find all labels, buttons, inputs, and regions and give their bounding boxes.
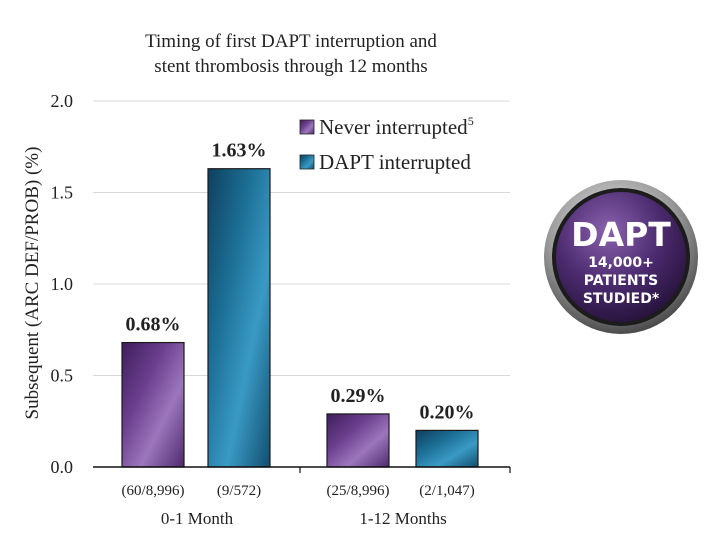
badge-disc <box>556 192 686 322</box>
group-label: 0-1 Month <box>161 509 234 528</box>
group-labels: 0-1 Month 1-12 Months <box>161 509 447 528</box>
bar <box>121 341 185 468</box>
bar <box>207 168 271 468</box>
bar-count-label: (25/8,996) <box>327 483 390 499</box>
chart-title-line-2: stent thrombosis through 12 months <box>154 56 427 77</box>
bar-value-label: 1.63% <box>212 140 267 162</box>
value-labels: 0.68% 1.63% 0.29% 0.20% <box>126 140 475 424</box>
legend: Never interrupted5 DAPT interrupted <box>299 114 474 174</box>
legend-label-never-interrupted: Never interrupted5 <box>319 114 474 139</box>
badge-line-1: 14,000+ <box>588 255 654 271</box>
legend-superscript: 5 <box>468 114 474 128</box>
y-tick-label: 0.5 <box>51 366 74 386</box>
bar-value-label: 0.29% <box>331 385 386 407</box>
badge-line-2: PATIENTS <box>584 273 658 289</box>
chart-title-line-1: Timing of first DAPT interruption and <box>145 31 437 52</box>
bar <box>326 413 390 468</box>
count-labels: (60/8,996) (9/572) (25/8,996) (2/1,047) <box>122 483 475 499</box>
y-axis-label: Subsequent (ARC DEF/PROB) (%) <box>22 147 43 420</box>
bar-value-label: 0.68% <box>126 314 181 336</box>
badge-title: DAPT <box>571 215 671 254</box>
gridlines <box>93 100 510 376</box>
legend-text-never-interrupted: Never interrupted <box>319 115 468 139</box>
y-axis-ticks: 0.0 0.5 1.0 1.5 2.0 <box>51 91 74 477</box>
group-label: 1-12 Months <box>359 509 446 528</box>
dapt-badge: DAPT 14,000+ PATIENTS STUDIED* <box>544 180 698 334</box>
legend-swatch-dapt-interrupted <box>299 154 315 170</box>
bar-count-label: (60/8,996) <box>122 483 185 499</box>
bar-count-label: (9/572) <box>217 483 261 499</box>
y-tick-label: 1.5 <box>51 183 74 203</box>
y-tick-label: 0.0 <box>51 457 74 477</box>
legend-swatch-never-interrupted <box>299 119 315 135</box>
bar-count-label: (2/1,047) <box>419 483 474 499</box>
badge-line-3: STUDIED* <box>583 291 660 307</box>
bar <box>415 429 479 468</box>
legend-label-dapt-interrupted: DAPT interrupted <box>319 150 471 174</box>
y-tick-label: 2.0 <box>51 91 74 111</box>
y-tick-label: 1.0 <box>51 274 74 294</box>
bar-value-label: 0.20% <box>420 401 475 423</box>
